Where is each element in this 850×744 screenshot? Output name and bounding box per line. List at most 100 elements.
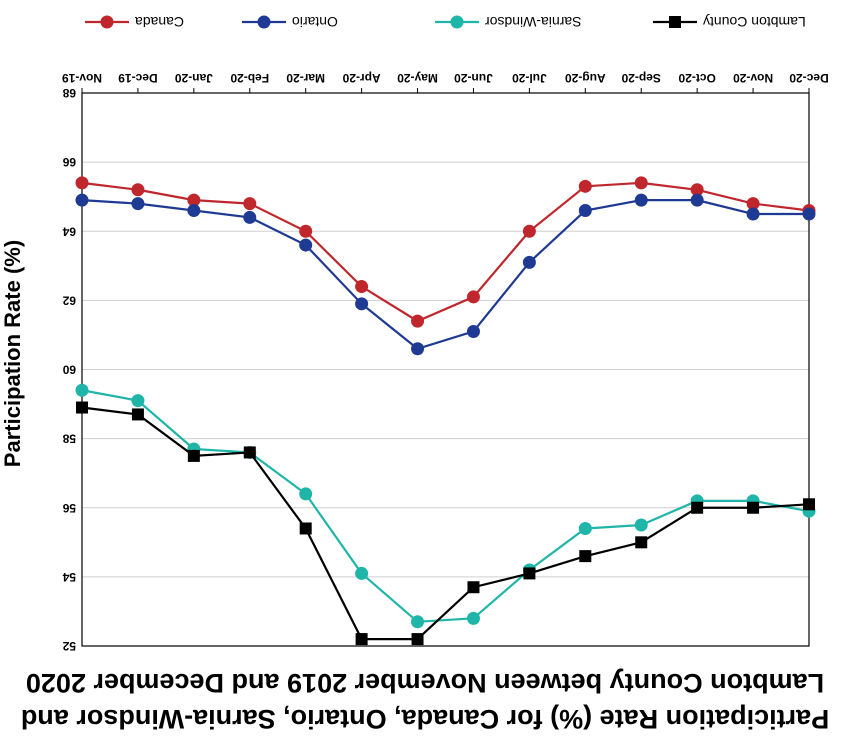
- point-lambton-county-Apr-20: [355, 633, 368, 646]
- legend-marker-canada: [100, 15, 114, 29]
- legend-item-sarnia-windsor: Sarnia-Windsor: [435, 14, 581, 30]
- point-ontario-Apr-20: [355, 297, 369, 311]
- series-line-ontario: [81, 199, 809, 350]
- point-sarnia-windsor-Sep-20: [634, 518, 648, 532]
- legend-label-canada: Canada: [135, 14, 184, 30]
- y-tick-56: 56: [62, 501, 76, 515]
- point-canada-Apr-20: [355, 280, 369, 294]
- x-tick-Jan-20: Jan-20: [175, 71, 213, 85]
- point-ontario-Jan-20: [187, 204, 201, 218]
- point-canada-Nov-20: [746, 197, 760, 211]
- point-lambton-county-Jun-20: [467, 581, 480, 594]
- y-tick-64: 64: [62, 224, 76, 238]
- gridlines: [81, 92, 810, 647]
- x-tick-Sep-20: Sep-20: [621, 71, 661, 85]
- x-tick-May-20: May-20: [397, 71, 438, 85]
- series-line-sarnia-windsor: [81, 389, 810, 623]
- point-canada-May-20: [411, 314, 425, 328]
- point-lambton-county-Sep-20: [635, 536, 648, 549]
- point-lambton-county-Jul-20: [523, 567, 536, 580]
- x-tick-Aug-20: Aug-20: [565, 71, 606, 85]
- y-axis-label: Participation Rate (%): [0, 240, 25, 467]
- point-ontario-Nov-20: [746, 207, 760, 221]
- point-canada-Dec-19: [131, 183, 145, 197]
- x-tick-Dec-20: Dec-20: [789, 71, 829, 85]
- point-ontario-Sep-20: [634, 193, 648, 207]
- y-tick-58: 58: [62, 432, 76, 446]
- y-tick-62: 62: [62, 293, 76, 307]
- point-ontario-Aug-20: [578, 204, 592, 218]
- x-tick-Nov-19: Nov-19: [62, 71, 102, 85]
- point-canada-Feb-20: [243, 197, 257, 211]
- point-canada-Jun-20: [466, 290, 480, 304]
- point-ontario-Mar-20: [299, 238, 313, 252]
- legend-item-ontario: Ontario: [242, 14, 338, 30]
- x-tick-Feb-20: Feb-20: [230, 71, 269, 85]
- point-canada-Nov-19: [75, 176, 89, 190]
- x-tick-Jul-20: Jul-20: [512, 71, 547, 85]
- y-tick-52: 52: [62, 639, 76, 653]
- point-canada-Aug-20: [578, 179, 592, 193]
- series-line-lambton-county: [81, 406, 810, 641]
- y-tick-68: 68: [62, 86, 76, 100]
- point-ontario-Jun-20: [466, 324, 480, 338]
- point-lambton-county-Jan-20: [187, 449, 200, 462]
- legend-marker-lambton-county: [669, 16, 681, 28]
- point-sarnia-windsor-Nov-19: [75, 383, 89, 397]
- series-sarnia-windsor: [75, 383, 816, 629]
- x-tick-Dec-19: Dec-19: [118, 71, 158, 85]
- legend-label-sarnia-windsor: Sarnia-Windsor: [485, 14, 582, 30]
- x-tick-Oct-20: Oct-20: [678, 71, 716, 85]
- series-layer: [75, 176, 816, 646]
- chart-title-line-2: Lambton County between November 2019 and…: [26, 668, 824, 698]
- legend-marker-sarnia-windsor: [450, 15, 464, 29]
- point-lambton-county-Aug-20: [579, 550, 592, 563]
- point-canada-Oct-20: [690, 183, 704, 197]
- point-ontario-Dec-20: [802, 207, 816, 221]
- point-canada-Sep-20: [634, 176, 648, 190]
- point-lambton-county-Dec-20: [803, 498, 815, 511]
- series-lambton-county: [76, 401, 815, 646]
- chart-title-line-1: Participation Rate (%) for Canada, Ontar…: [21, 704, 829, 734]
- point-lambton-county-Nov-19: [76, 401, 88, 414]
- series-ontario: [75, 193, 816, 356]
- y-tick-54: 54: [62, 570, 76, 584]
- x-tick-Nov-20: Nov-20: [733, 71, 773, 85]
- point-sarnia-windsor-Aug-20: [578, 521, 592, 535]
- x-tick-Jun-20: Jun-20: [454, 71, 493, 85]
- legend-label-ontario: Ontario: [292, 14, 338, 30]
- legend-item-lambton-county: Lambton County: [653, 14, 806, 30]
- point-sarnia-windsor-Mar-20: [299, 487, 313, 501]
- point-lambton-county-Mar-20: [299, 522, 312, 535]
- point-lambton-county-Feb-20: [243, 446, 256, 459]
- point-lambton-county-May-20: [411, 633, 424, 646]
- point-canada-Jul-20: [522, 224, 536, 238]
- legend-item-canada: Canada: [85, 14, 184, 30]
- point-ontario-Jul-20: [522, 255, 536, 269]
- series-canada: [75, 176, 816, 328]
- point-lambton-county-Nov-20: [747, 501, 760, 514]
- y-tick-66: 66: [62, 155, 76, 169]
- legend: Canada Ontario Sarnia-Windsor Lambton Count…: [85, 14, 806, 30]
- legend-marker-ontario: [257, 15, 271, 29]
- y-tick-labels: 52 54 56 58 60 62 64 66 68: [62, 86, 76, 653]
- point-ontario-Nov-19: [75, 193, 89, 207]
- point-sarnia-windsor-Apr-20: [355, 566, 369, 580]
- point-ontario-Oct-20: [690, 193, 704, 207]
- point-canada-Mar-20: [299, 224, 313, 238]
- legend-label-lambton-county: Lambton County: [703, 14, 806, 30]
- plot-frame: [81, 92, 810, 647]
- point-sarnia-windsor-May-20: [411, 615, 425, 629]
- point-canada-Jan-20: [187, 193, 201, 207]
- point-sarnia-windsor-Jun-20: [466, 611, 480, 625]
- point-ontario-Feb-20: [243, 210, 257, 224]
- x-tick-labels: Nov-19 Dec-19 Jan-20 Feb-20 Mar-20 Apr-20 May-…: [62, 71, 829, 93]
- point-lambton-county-Dec-19: [131, 408, 144, 421]
- point-sarnia-windsor-Dec-19: [131, 394, 145, 408]
- y-tick-60: 60: [62, 363, 76, 377]
- series-line-canada: [81, 181, 810, 323]
- point-lambton-county-Oct-20: [691, 501, 704, 514]
- x-tick-Mar-20: Mar-20: [286, 71, 325, 85]
